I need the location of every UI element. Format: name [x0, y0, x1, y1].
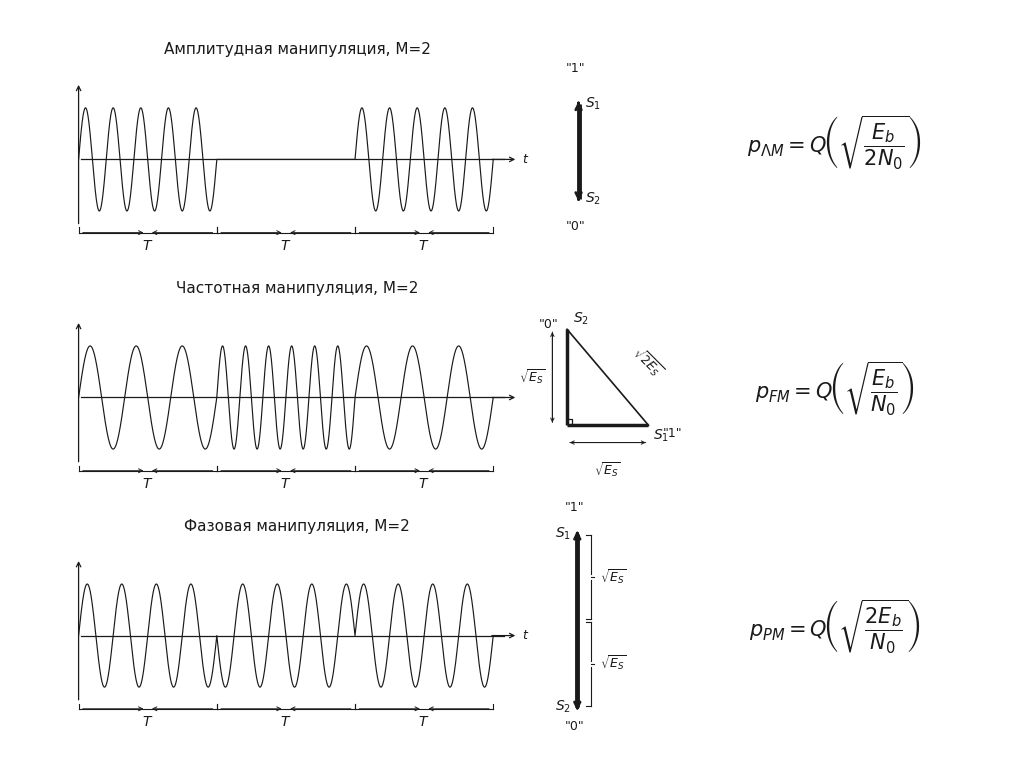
Text: $T$: $T$ — [281, 715, 292, 729]
Text: "1": "1" — [664, 427, 683, 440]
Text: $\sqrt{E_S}$: $\sqrt{E_S}$ — [600, 654, 627, 674]
Text: $p_{FM} = Q\!\left(\sqrt{\dfrac{E_b}{N_0}}\right)$: $p_{FM} = Q\!\left(\sqrt{\dfrac{E_b}{N_0… — [755, 359, 914, 417]
Text: $T$: $T$ — [142, 477, 154, 491]
Text: $p_{PM} = Q\!\left(\sqrt{\dfrac{2E_b}{N_0}}\right)$: $p_{PM} = Q\!\left(\sqrt{\dfrac{2E_b}{N_… — [749, 597, 921, 655]
Text: "1": "1" — [566, 61, 586, 74]
Text: $\sqrt{E_S}$: $\sqrt{E_S}$ — [519, 368, 546, 387]
Text: $T$: $T$ — [281, 239, 292, 253]
Text: "1": "1" — [564, 502, 584, 515]
Text: $S_1$: $S_1$ — [652, 427, 669, 444]
Text: $S_2$: $S_2$ — [572, 311, 589, 327]
Text: $\sqrt{E_S}$: $\sqrt{E_S}$ — [600, 568, 627, 587]
Text: $S_1$: $S_1$ — [555, 526, 571, 542]
Text: $T$: $T$ — [142, 715, 154, 729]
Text: $T$: $T$ — [419, 239, 430, 253]
Text: $S_1$: $S_1$ — [585, 95, 601, 112]
Text: $S_2$: $S_2$ — [585, 190, 601, 207]
Text: $p_{\Lambda M} = Q\!\left(\sqrt{\dfrac{E_b}{2N_0}}\right)$: $p_{\Lambda M} = Q\!\left(\sqrt{\dfrac{E… — [748, 113, 922, 171]
Text: $t$: $t$ — [522, 629, 529, 642]
Text: $T$: $T$ — [142, 239, 154, 253]
Title: Фазовая манипуляция, М=2: Фазовая манипуляция, М=2 — [184, 518, 410, 534]
Text: $S_2$: $S_2$ — [555, 699, 571, 716]
Text: "0": "0" — [566, 220, 586, 233]
Text: $T$: $T$ — [281, 477, 292, 491]
Text: "0": "0" — [540, 318, 559, 331]
Text: $t$: $t$ — [522, 153, 529, 166]
Text: $T$: $T$ — [419, 715, 430, 729]
Title: Амплитудная манипуляция, М=2: Амплитудная манипуляция, М=2 — [164, 42, 430, 58]
Title: Частотная манипуляция, М=2: Частотная манипуляция, М=2 — [176, 280, 418, 296]
Text: $\sqrt{E_S}$: $\sqrt{E_S}$ — [594, 461, 622, 480]
Text: $\sqrt{2E_S}$: $\sqrt{2E_S}$ — [628, 344, 667, 382]
Text: $t$: $t$ — [522, 391, 529, 404]
Text: "0": "0" — [564, 720, 585, 733]
Text: $T$: $T$ — [419, 477, 430, 491]
